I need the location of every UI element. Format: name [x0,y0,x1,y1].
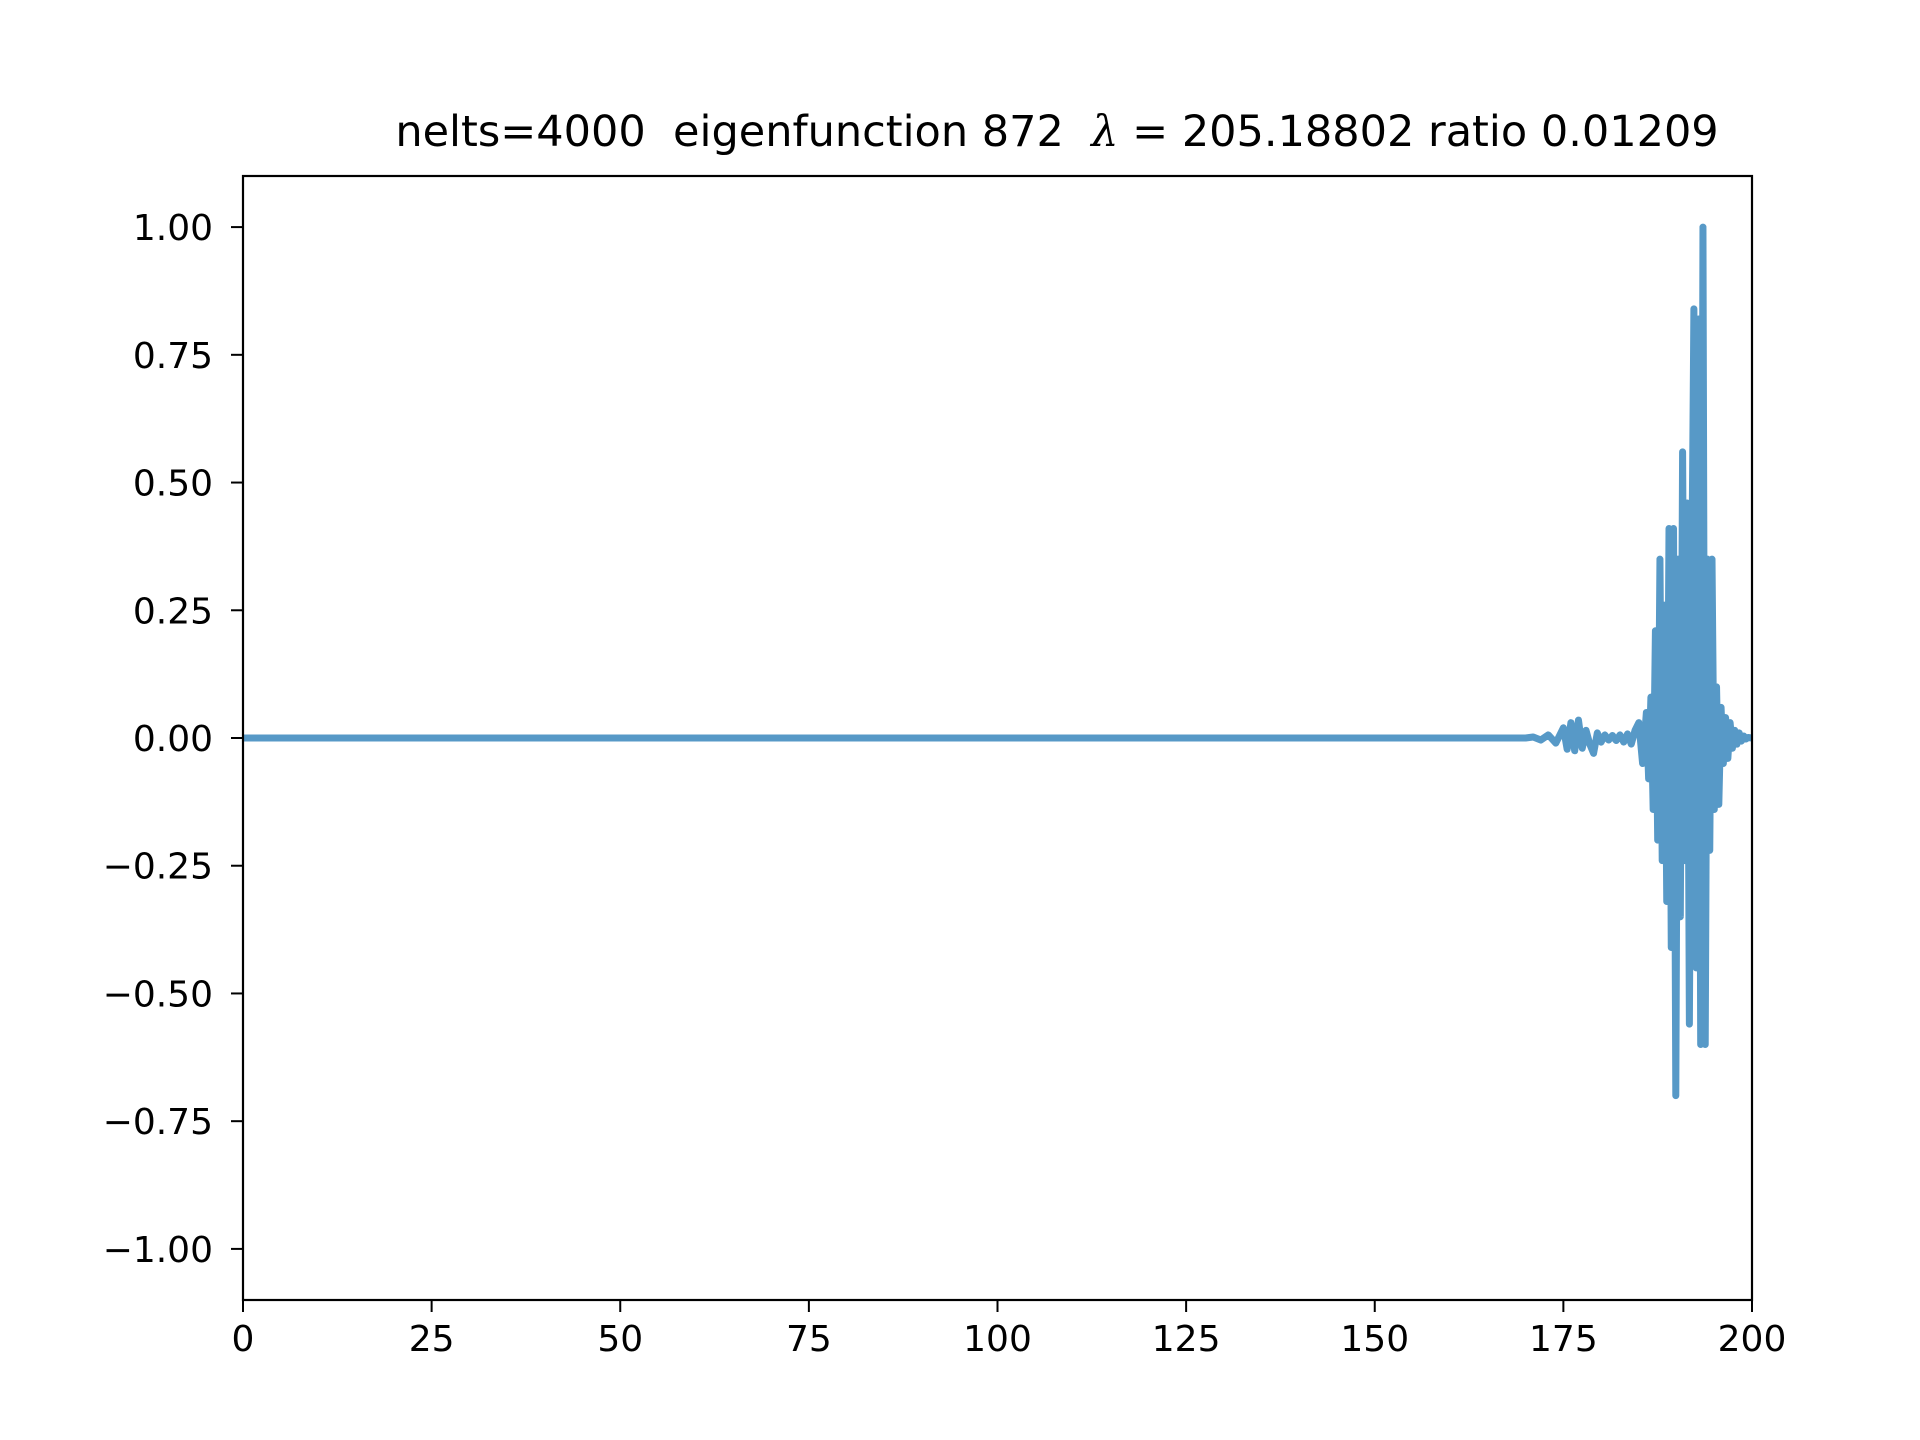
title-suffix: 205.18802 ratio 0.01209 [1182,107,1719,157]
x-tick-label: 100 [963,1319,1032,1360]
x-tick-label: 125 [1152,1319,1221,1360]
x-tick-label: 0 [232,1319,255,1360]
x-tick-label: 25 [409,1319,455,1360]
chart-title: nelts=4000 eigenfunction 872 λ = 205.188… [395,107,1718,157]
title-prefix: nelts=4000 eigenfunction 872 [395,107,1091,157]
y-tick-label: −0.25 [103,847,213,888]
y-tick-label: −0.75 [103,1102,213,1143]
title-equals: = [1118,107,1181,157]
series-line-0 [243,223,1752,1100]
axes: 0 25 50 75 100 125 150 175 200 1.00 0.75 0.50 0.25 0.… [103,174,1787,1360]
y-tick-label: −0.50 [103,974,213,1015]
y-tick-label: 0.50 [133,464,213,505]
x-tick-label: 175 [1529,1319,1598,1360]
y-tick-label: 1.00 [133,208,213,249]
x-tick-label: 75 [786,1319,832,1360]
y-tick-label: 0.25 [133,591,213,632]
y-tick-label: −1.00 [103,1230,213,1271]
title-lambda-symbol: λ [1089,107,1118,157]
plot-area [243,223,1752,1100]
y-tick-label: 0.75 [133,336,213,377]
x-tick-label: 150 [1340,1319,1409,1360]
y-tick-label: 0.00 [133,719,213,760]
x-tick-label: 200 [1718,1319,1787,1360]
x-tick-label: 50 [597,1319,643,1360]
